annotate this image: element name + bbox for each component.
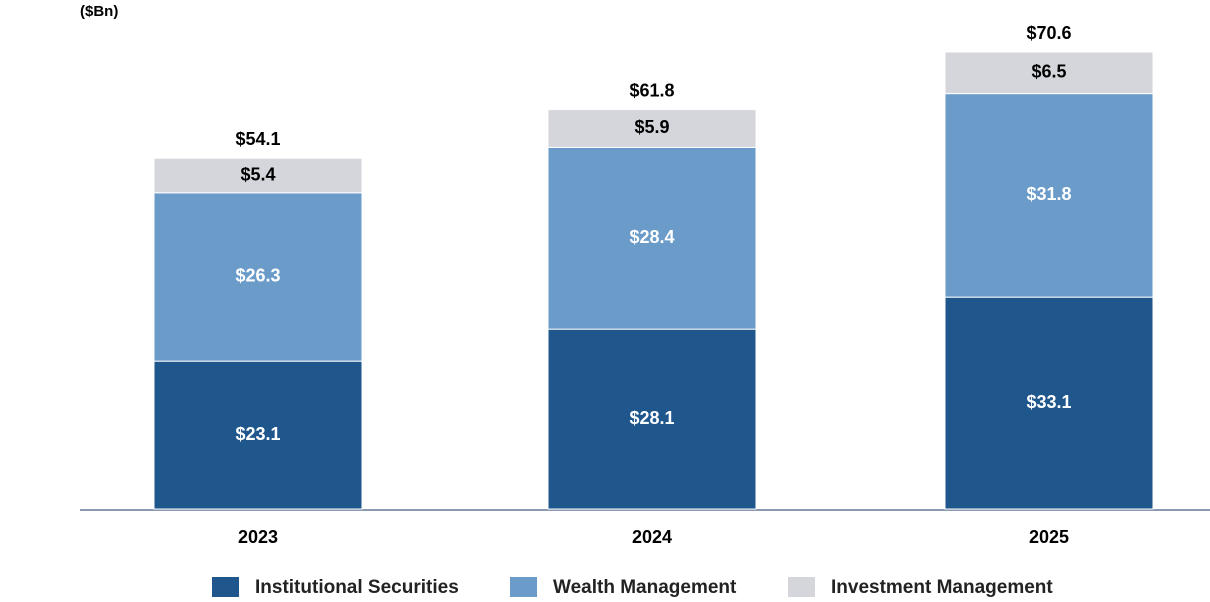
x-tick-label: 2023	[238, 527, 278, 547]
legend-swatch	[788, 577, 815, 597]
value-label: $6.5	[1031, 62, 1066, 82]
bar-segment	[547, 146, 757, 330]
value-label: $23.1	[235, 424, 280, 444]
bar-segment	[153, 192, 363, 362]
bar-segment	[944, 51, 1154, 95]
value-label: $5.4	[240, 164, 275, 184]
bar-segment	[547, 328, 757, 510]
bar-segment	[944, 93, 1154, 298]
legend-swatch	[510, 577, 537, 597]
value-label: $31.8	[1026, 184, 1071, 204]
legend-label: Institutional Securities	[255, 577, 459, 598]
legend-label: Investment Management	[831, 577, 1053, 598]
x-tick-label: 2024	[632, 527, 672, 547]
bar-segment	[547, 109, 757, 148]
bar-segment	[153, 157, 363, 194]
value-label: $5.9	[634, 117, 669, 137]
legend-label: Wealth Management	[553, 577, 737, 598]
unit-label: ($Bn)	[80, 3, 118, 20]
legend-swatch	[212, 577, 239, 597]
value-label: $26.3	[235, 266, 280, 286]
x-tick-label: 2025	[1029, 527, 1069, 547]
value-label: $28.4	[629, 227, 674, 247]
total-label: $54.1	[235, 129, 280, 149]
total-label: $70.6	[1026, 23, 1071, 43]
total-label: $61.8	[629, 80, 674, 100]
bar-segment	[153, 360, 363, 510]
value-label: $33.1	[1026, 392, 1071, 412]
value-label: $28.1	[629, 408, 674, 428]
bar-segment	[944, 296, 1154, 510]
